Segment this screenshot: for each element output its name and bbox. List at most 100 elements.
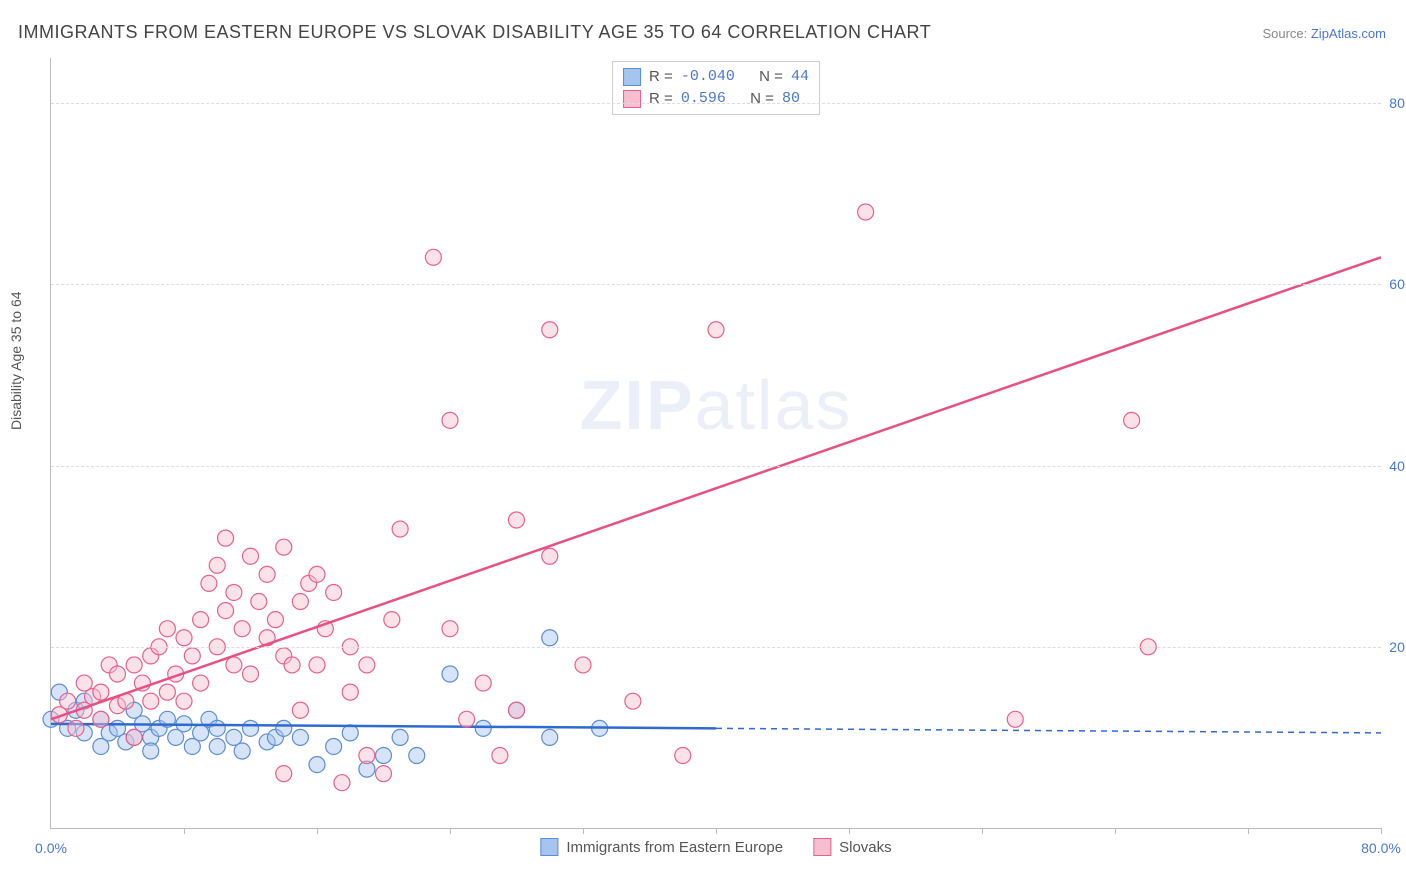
legend-item-1: Immigrants from Eastern Europe	[540, 838, 783, 856]
data-point	[276, 720, 292, 736]
data-point	[442, 621, 458, 637]
data-point	[442, 666, 458, 682]
source-attribution: Source: ZipAtlas.com	[1262, 26, 1386, 41]
legend-bottom-swatch-blue	[540, 838, 558, 856]
page-title: IMMIGRANTS FROM EASTERN EUROPE VS SLOVAK…	[18, 22, 931, 43]
data-point	[1007, 711, 1023, 727]
data-point	[342, 684, 358, 700]
data-point	[575, 657, 591, 673]
data-point	[143, 743, 159, 759]
data-point	[475, 675, 491, 691]
data-point	[259, 566, 275, 582]
data-point	[159, 621, 175, 637]
y-tick-label: 80.0%	[1389, 95, 1406, 111]
x-tick-80: 80.0%	[1361, 840, 1401, 856]
data-point	[359, 748, 375, 764]
data-point	[542, 322, 558, 338]
data-point	[475, 720, 491, 736]
data-point	[243, 720, 259, 736]
y-axis-label: Disability Age 35 to 64	[8, 291, 24, 430]
source-link[interactable]: ZipAtlas.com	[1311, 26, 1386, 41]
legend-bottom-swatch-pink	[813, 838, 831, 856]
data-point	[292, 594, 308, 610]
data-point	[334, 775, 350, 791]
gridline-h	[51, 284, 1381, 285]
legend-series-1-label: Immigrants from Eastern Europe	[566, 839, 783, 856]
data-point	[126, 729, 142, 745]
data-point	[542, 630, 558, 646]
data-point	[292, 729, 308, 745]
data-point	[209, 720, 225, 736]
gridline-h	[51, 647, 1381, 648]
data-point	[276, 539, 292, 555]
data-point	[509, 702, 525, 718]
data-point	[201, 575, 217, 591]
data-point	[267, 612, 283, 628]
data-point	[93, 684, 109, 700]
data-point	[392, 729, 408, 745]
data-point	[234, 621, 250, 637]
data-point	[193, 612, 209, 628]
data-point	[359, 657, 375, 673]
data-point	[193, 675, 209, 691]
x-tick-mark	[982, 828, 983, 834]
data-point	[143, 693, 159, 709]
gridline-h	[51, 466, 1381, 467]
source-label: Source:	[1262, 26, 1310, 41]
data-point	[1124, 412, 1140, 428]
data-point	[184, 648, 200, 664]
data-point	[425, 249, 441, 265]
legend-series: Immigrants from Eastern Europe Slovaks	[540, 838, 891, 856]
data-point	[309, 757, 325, 773]
x-tick-mark	[1381, 828, 1382, 834]
y-tick-label: 40.0%	[1389, 458, 1406, 474]
data-point	[326, 584, 342, 600]
chart-svg	[51, 58, 1381, 828]
data-point	[708, 322, 724, 338]
x-tick-0: 0.0%	[35, 840, 67, 856]
x-tick-mark	[716, 828, 717, 834]
data-point	[276, 766, 292, 782]
legend-series-2-label: Slovaks	[839, 839, 892, 856]
chart-plot-area: ZIPatlas R = -0.040 N = 44 R = 0.596 N =…	[50, 58, 1381, 829]
data-point	[459, 711, 475, 727]
data-point	[234, 743, 250, 759]
data-point	[326, 738, 342, 754]
y-tick-label: 60.0%	[1389, 276, 1406, 292]
data-point	[442, 412, 458, 428]
data-point	[409, 748, 425, 764]
legend-item-2: Slovaks	[813, 838, 892, 856]
data-point	[392, 521, 408, 537]
gridline-h	[51, 103, 1381, 104]
data-point	[384, 612, 400, 628]
data-point	[110, 666, 126, 682]
data-point	[625, 693, 641, 709]
data-point	[376, 766, 392, 782]
data-point	[209, 738, 225, 754]
data-point	[376, 748, 392, 764]
data-point	[542, 729, 558, 745]
data-point	[176, 693, 192, 709]
data-point	[342, 725, 358, 741]
data-point	[675, 748, 691, 764]
data-point	[126, 657, 142, 673]
data-point	[93, 711, 109, 727]
x-tick-mark	[1248, 828, 1249, 834]
x-tick-mark	[849, 828, 850, 834]
data-point	[176, 630, 192, 646]
data-point	[251, 594, 267, 610]
data-point	[60, 693, 76, 709]
y-tick-label: 20.0%	[1389, 639, 1406, 655]
data-point	[292, 702, 308, 718]
data-point	[159, 684, 175, 700]
data-point	[68, 720, 84, 736]
trend-line-extrapolated	[716, 728, 1381, 733]
data-point	[858, 204, 874, 220]
data-point	[284, 657, 300, 673]
data-point	[492, 748, 508, 764]
data-point	[226, 657, 242, 673]
data-point	[218, 603, 234, 619]
x-tick-mark	[1115, 828, 1116, 834]
data-point	[542, 548, 558, 564]
x-tick-mark	[317, 828, 318, 834]
